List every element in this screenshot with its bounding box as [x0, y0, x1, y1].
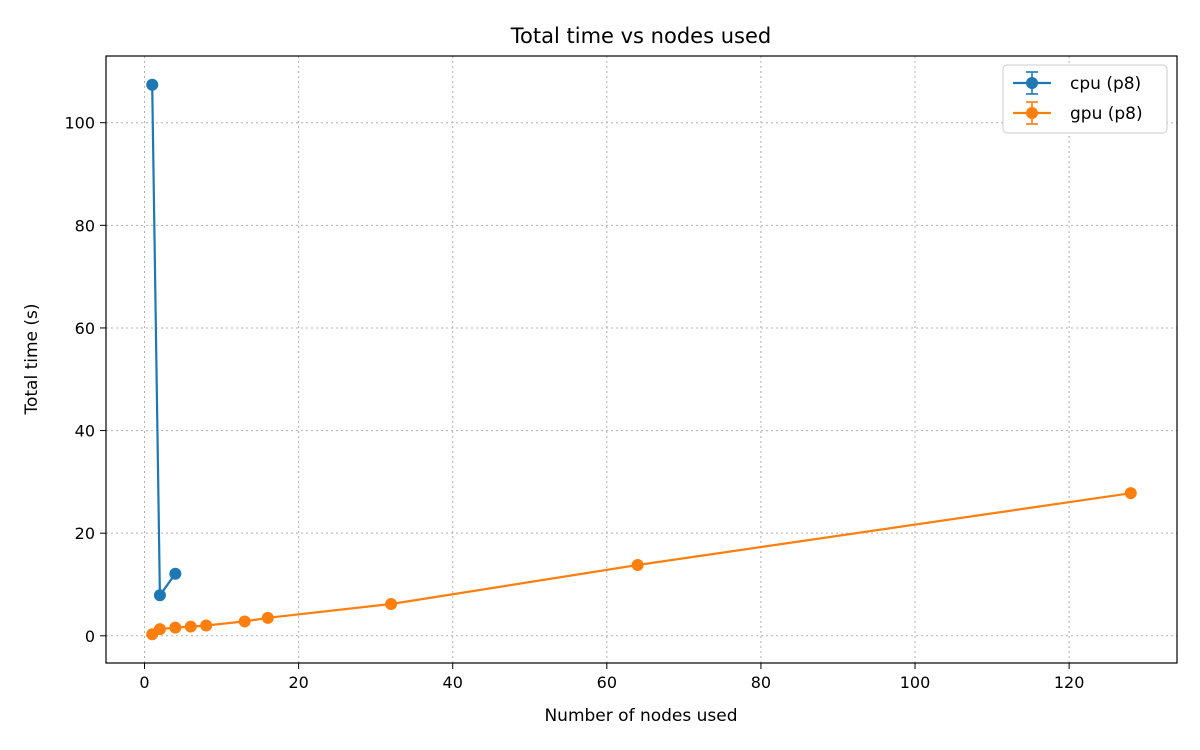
x-tick-label: 100: [900, 673, 931, 692]
x-tick-label: 60: [597, 673, 617, 692]
y-tick-label: 0: [85, 627, 95, 646]
data-point: [153, 589, 166, 602]
data-point: [200, 619, 213, 632]
x-tick-label: 120: [1054, 673, 1085, 692]
data-point: [631, 558, 644, 571]
series-line: [151, 492, 1131, 636]
legend: cpu (p8) gpu (p8): [1002, 64, 1168, 134]
data-point: [153, 623, 166, 636]
y-tick-label: 40: [75, 422, 95, 441]
data-point: [184, 620, 197, 633]
y-tick-label: 80: [75, 216, 95, 235]
chart-title: Total time vs nodes used: [510, 24, 771, 48]
series-1: [146, 487, 1137, 641]
axis-ticks: 0 20 40 60 80 100 120 0 20 40 60 80 100: [64, 114, 1084, 692]
data-point: [1124, 487, 1137, 500]
x-tick-label: 20: [288, 673, 308, 692]
y-axis-label: Total time (s): [22, 303, 42, 415]
x-tick-label: 40: [443, 673, 463, 692]
plot-frame: [105, 55, 1178, 664]
grid: [106, 56, 1177, 663]
y-tick-label: 100: [64, 114, 95, 133]
legend-marker: [1026, 77, 1038, 89]
series-0: [146, 78, 182, 602]
legend-label: gpu (p8): [1070, 104, 1143, 124]
legend-entry: gpu (p8): [1013, 101, 1143, 125]
x-tick-label: 80: [751, 673, 771, 692]
data-point: [146, 78, 159, 91]
data-point: [238, 615, 251, 628]
data-point: [169, 621, 182, 634]
legend-marker: [1026, 107, 1038, 119]
data-point: [169, 567, 182, 580]
data-point: [261, 611, 274, 624]
x-tick-label: 0: [139, 673, 149, 692]
data-point: [385, 597, 398, 610]
y-tick-label: 20: [75, 524, 95, 543]
legend-label: cpu (p8): [1070, 74, 1141, 94]
x-axis-label: Number of nodes used: [544, 706, 737, 726]
plot-series: [146, 78, 1137, 641]
legend-entry: cpu (p8): [1013, 71, 1141, 95]
y-tick-label: 60: [75, 319, 95, 338]
